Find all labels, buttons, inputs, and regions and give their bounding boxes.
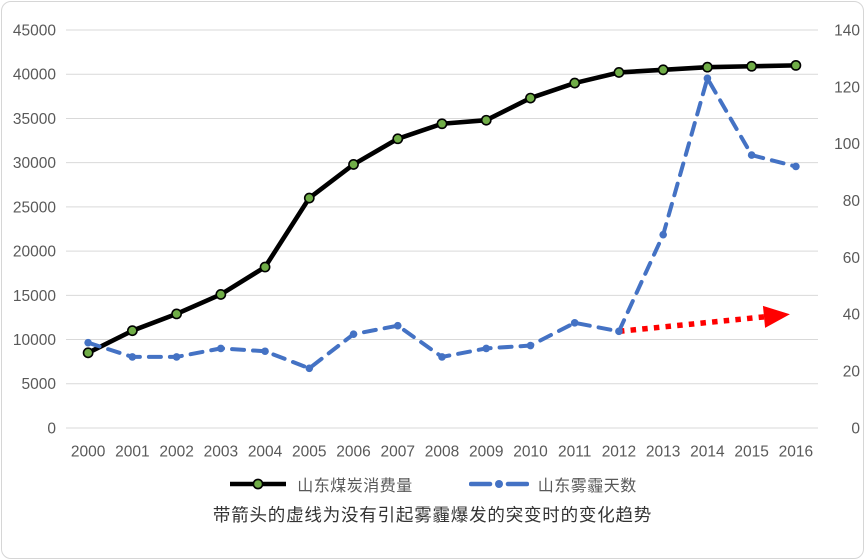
x-axis-labels: 2000 2001 2002 2003 2004 2005 2006 2007 2008 2009… xyxy=(71,443,813,460)
svg-text:40000: 40000 xyxy=(13,67,56,84)
legend-label-haze: 山东雾霾天数 xyxy=(537,478,637,495)
svg-text:2005: 2005 xyxy=(292,443,326,460)
gridlines xyxy=(66,29,818,429)
trend-arrow xyxy=(618,305,790,335)
svg-text:60: 60 xyxy=(843,250,861,267)
svg-text:80: 80 xyxy=(843,193,861,210)
legend-item-coal: 山东煤炭消费量 xyxy=(228,472,413,496)
svg-text:100: 100 xyxy=(834,136,860,153)
svg-text:2000: 2000 xyxy=(71,443,106,460)
svg-text:2010: 2010 xyxy=(513,443,548,460)
coal-series-swatch-icon xyxy=(230,478,287,490)
haze-series xyxy=(84,74,800,373)
svg-text:2008: 2008 xyxy=(425,443,459,460)
svg-text:40: 40 xyxy=(843,307,861,324)
svg-text:45000: 45000 xyxy=(13,22,56,39)
legend-label-coal: 山东煤炭消费量 xyxy=(297,478,413,495)
svg-text:2004: 2004 xyxy=(248,443,283,460)
svg-text:2011: 2011 xyxy=(558,443,591,460)
svg-text:0: 0 xyxy=(47,420,56,437)
right-axis-labels: 0 20 40 60 80 100 120 140 xyxy=(834,22,860,437)
svg-text:25000: 25000 xyxy=(13,199,56,216)
svg-text:2001: 2001 xyxy=(115,443,149,460)
svg-text:2007: 2007 xyxy=(381,443,415,460)
svg-text:35000: 35000 xyxy=(13,111,56,128)
svg-text:2014: 2014 xyxy=(690,443,725,460)
svg-text:20: 20 xyxy=(843,364,861,381)
svg-text:2003: 2003 xyxy=(204,443,238,460)
legend-item-haze: 山东雾霾天数 xyxy=(468,472,637,496)
svg-text:2009: 2009 xyxy=(469,443,503,460)
svg-text:120: 120 xyxy=(834,79,860,96)
svg-text:30000: 30000 xyxy=(13,155,56,172)
svg-text:2013: 2013 xyxy=(646,443,680,460)
svg-text:10000: 10000 xyxy=(13,332,56,349)
chart-legend: 山东煤炭消费量 山东雾霾天数 xyxy=(0,472,865,496)
svg-text:20000: 20000 xyxy=(13,244,56,261)
svg-text:2002: 2002 xyxy=(159,443,193,460)
chart-caption: 带箭头的虚线为没有引起雾霾爆发的突变时的变化趋势 xyxy=(212,505,653,525)
haze-series-swatch-icon xyxy=(468,480,529,488)
svg-text:2012: 2012 xyxy=(602,443,636,460)
svg-text:5000: 5000 xyxy=(22,376,57,393)
svg-text:140: 140 xyxy=(834,22,860,39)
coal-series xyxy=(82,59,802,359)
svg-text:15000: 15000 xyxy=(13,288,56,305)
svg-text:2016: 2016 xyxy=(779,443,813,460)
left-axis-labels: 0 5000 10000 15000 20000 25000 30000 35000 40000… xyxy=(13,22,56,437)
svg-text:0: 0 xyxy=(851,420,860,437)
svg-text:2006: 2006 xyxy=(336,443,370,460)
svg-text:2015: 2015 xyxy=(734,443,768,460)
